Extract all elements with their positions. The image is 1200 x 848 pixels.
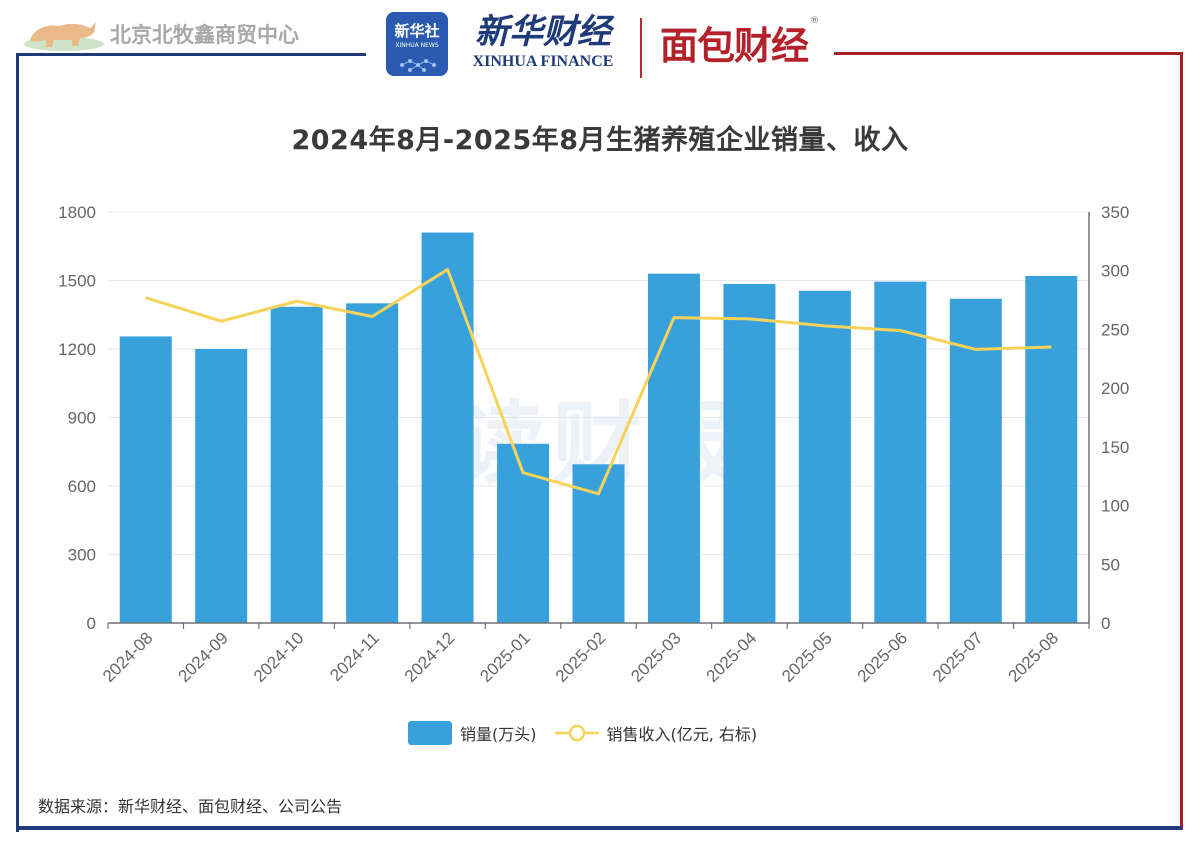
bar [119,336,172,623]
bar [798,290,851,623]
bar [1025,275,1078,623]
left-tick-label: 300 [68,546,96,565]
logo-divider [640,18,642,78]
x-tick-label: 2025-03 [627,628,685,686]
x-tick-label: 2024-09 [174,628,232,686]
line-point [975,348,977,350]
x-tick-label: 2025-01 [476,628,534,686]
legend-bar-swatch [408,721,452,745]
bar-series [119,232,1078,624]
xinhua-news-badge: 新华社 XINHUA NEWS [386,12,448,76]
bar [723,283,776,623]
bar [270,306,323,623]
beimu-logo-group: 北京北牧鑫商贸中心 [20,14,299,54]
line-point [296,300,298,302]
x-tick-label: 2025-06 [854,628,912,686]
line-point [1050,346,1052,348]
line-point [673,317,675,319]
chart-title: 2024年8月-2025年8月生猪养殖企业销量、收入 [291,125,909,156]
line-point [824,325,826,327]
bar [195,349,248,623]
left-tick-label: 1200 [58,340,96,359]
line-point [522,472,524,474]
left-axis-ticks: 0 300 600 900 1200 1500 1800 [58,203,96,633]
xinhua-finance-cn: 新华财经 [475,12,611,52]
left-tick-label: 0 [87,614,96,633]
x-axis-ticks: 2024-08 2024-09 2024-10 2024-11 2024-12 2025-… [99,628,1062,686]
source-note: 数据来源：新华财经、面包财经、公司公告 [38,797,343,816]
x-tick-label: 2024-08 [99,628,157,686]
legend-line-swatch [554,724,599,742]
line-point [899,330,901,332]
x-tick-label: 2024-11 [326,628,383,685]
left-tick-label: 1500 [58,272,96,291]
frame-right-line [1180,53,1183,830]
registered-mark: ® [810,16,820,26]
mianbao-logo-text: 面包财经 [660,23,809,68]
left-tick-label: 1800 [58,203,96,222]
legend-bar-label: 销量(万头) [460,725,537,744]
xinhua-finance-en: XINHUA FINANCE [472,53,614,70]
right-axis-ticks: 0 50 100 150 200 250 300 350 [1101,203,1129,633]
right-tick-label: 0 [1101,614,1110,633]
x-tick-label: 2025-02 [552,628,610,686]
bar [421,232,474,624]
bar [647,273,700,623]
bull-logo-icon [24,22,104,51]
right-tick-label: 350 [1101,203,1129,222]
line-point [748,318,750,320]
x-tick-label: 2025-05 [778,628,836,686]
globe-dots-icon [400,59,436,72]
frame-left-line [16,56,19,832]
x-tick-label: 2024-12 [401,628,459,686]
line-series [145,268,1052,496]
right-tick-label: 100 [1101,497,1129,516]
right-tick-label: 250 [1101,320,1129,339]
right-tick-label: 300 [1101,262,1129,281]
frame-bottom-line [16,826,1182,830]
legend-line-label: 销售收入(亿元, 右标) [606,725,758,744]
xinhua-finance-logo: 新华财经 XINHUA FINANCE [462,12,624,78]
line-point [447,269,449,271]
xinhua-badge-cn: 新华社 [394,22,440,40]
line-point [145,297,147,299]
xinhua-badge-en: XINHUA NEWS [395,42,439,49]
left-tick-label: 600 [68,477,96,496]
bar [346,303,399,623]
bar [874,281,927,623]
line-point [371,316,373,318]
right-tick-label: 150 [1101,438,1129,457]
x-tick-label: 2024-10 [250,628,308,686]
x-tick-label: 2025-04 [703,628,761,686]
right-tick-label: 50 [1101,555,1120,574]
right-tick-label: 200 [1101,379,1129,398]
frame-top-right-line [834,52,1183,55]
mianbao-logo: 面包财经 ® [660,16,819,68]
left-tick-label: 900 [68,409,96,428]
x-tick-label: 2025-07 [929,628,987,686]
line-point [598,493,599,495]
center-name: 北京北牧鑫商贸中心 [110,23,299,47]
frame-top-left-line [16,53,366,56]
legend: 销量(万头) 销售收入(亿元, 右标) [408,720,757,746]
axes [107,212,1090,629]
line-point [220,320,222,322]
x-tick-label: 2025-08 [1005,628,1063,686]
bar [949,298,1002,623]
